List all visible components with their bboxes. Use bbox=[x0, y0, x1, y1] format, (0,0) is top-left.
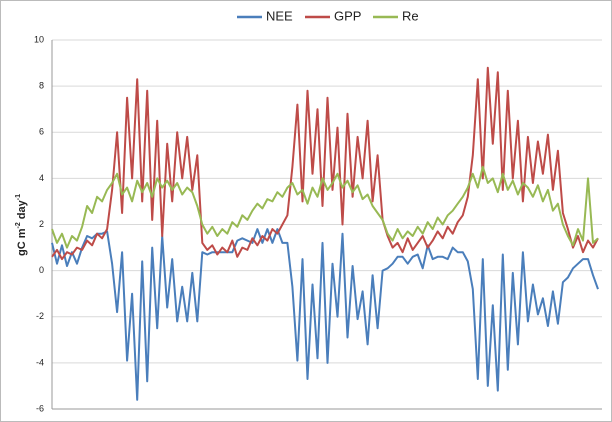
y-tick-label: 10 bbox=[34, 34, 44, 44]
legend-label: GPP bbox=[334, 8, 361, 23]
y-tick-label: 8 bbox=[39, 81, 44, 91]
y-tick-label: -2 bbox=[36, 311, 44, 321]
legend-label: Re bbox=[402, 8, 419, 23]
series-line bbox=[51, 66, 599, 261]
y-tick-label: 2 bbox=[39, 219, 44, 229]
legend-label: NEE bbox=[266, 8, 293, 23]
y-tick-label: 4 bbox=[39, 173, 44, 183]
series-line bbox=[51, 228, 599, 401]
series-line bbox=[51, 165, 599, 249]
y-tick-label: 6 bbox=[39, 127, 44, 137]
y-axis-label: gC m-2 day-1 bbox=[15, 194, 28, 256]
y-tick-label: -6 bbox=[36, 403, 44, 413]
y-tick-label: -4 bbox=[36, 357, 44, 367]
y-tick-label: 0 bbox=[39, 265, 44, 275]
